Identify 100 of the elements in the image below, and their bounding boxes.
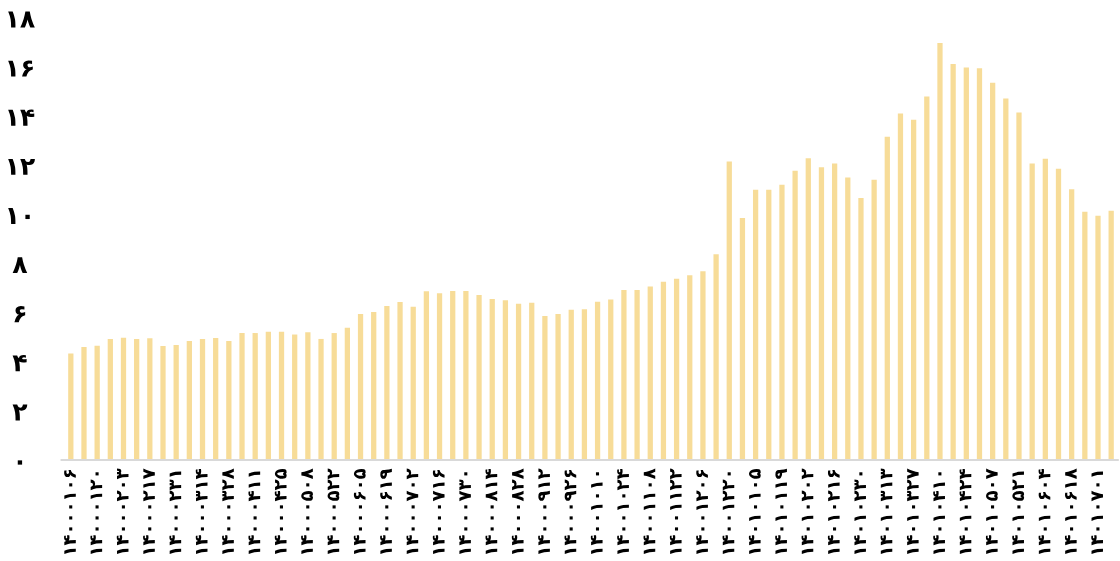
bar [700,271,706,461]
x-tick-label: ۱۴۰۱۰۶۰۴ [1038,469,1051,554]
bar [871,179,877,461]
x-tick-label: ۱۴۰۰۱۱۰۸ [643,468,656,554]
bar [621,290,627,461]
bar [81,347,87,461]
bar [107,338,113,461]
bar [186,340,192,461]
x-tick-label: ۱۴۰۰۰۳۲۸ [222,468,234,554]
bar [713,254,719,461]
bar [213,337,219,461]
y-tick-label: ۲ [12,404,28,421]
y-tick-label: ۴ [12,355,27,372]
bar [884,136,890,461]
bar [147,338,153,461]
x-tick-label: ۱۴۰۱۰۴۲۴ [959,469,972,554]
bar [924,96,930,461]
bar [858,197,864,461]
bar [410,306,416,461]
bar [371,311,377,461]
x-tick-label: ۱۴۰۱۰۵۲۱ [1012,471,1025,554]
x-tick-label: ۱۴۰۱۰۱۱۹ [775,468,787,554]
x-tick-label: ۱۴۰۰۱۲۲۰ [722,472,735,554]
bar [673,278,680,461]
x-tick-label: ۱۴۰۰۰۵۰۸ [301,468,313,554]
x-tick-label: ۱۴۰۰۰۷۱۶ [432,470,445,554]
bar [766,189,772,461]
bar [397,302,403,461]
bar [357,313,364,461]
y-tick-label: ۸ [12,257,28,274]
x-tick-label: ۱۴۰۰۰۸۲۸ [511,468,524,554]
bar [608,299,614,461]
bar [331,333,337,461]
bar [963,67,969,461]
bar [450,291,456,461]
x-tick-label: ۱۴۰۰۰۹۲۶ [564,470,577,554]
x-tick-label: ۱۴۰۱۰۶۱۸ [1064,468,1077,554]
bar [1055,168,1062,461]
bar [160,346,166,461]
bar [897,113,904,461]
x-tick-label: ۱۴۰۱۰۴۱۰ [933,472,945,554]
bar [120,337,127,461]
bar [252,333,258,461]
bar [423,291,430,461]
x-tick-label: ۱۴۰۰۰۲۱۷ [143,468,155,554]
x-tick-label: ۱۴۰۰۰۸۱۴ [485,469,498,554]
bar [726,161,732,461]
x-tick-label: ۱۴۰۱۰۲۰۲ [801,468,814,554]
bar [634,290,640,461]
bar [818,167,825,461]
x-tick-label: ۱۴۰۰۰۷۰۲ [406,468,419,554]
x-tick-label: ۱۴۰۱۰۲۳۰ [854,472,866,554]
y-tick-label: ۱۸ [8,11,35,28]
x-tick-label: ۱۴۰۱۰۱۰۵ [748,468,761,554]
x-tick-label: ۱۴۰۱۰۲۱۶ [827,470,840,554]
x-tick-label: ۱۴۰۰۱۲۰۶ [696,470,708,554]
x-tick-label: ۱۴۰۰۱۱۲۲ [669,468,682,554]
bar [1003,98,1009,461]
x-tick-label: ۱۴۰۰۰۲۰۳ [116,468,129,554]
y-tick-label: ۶ [14,306,26,323]
bar [594,301,601,461]
bar [94,345,100,461]
x-tick-label: ۱۴۰۰۱۰۱۰ [590,472,603,554]
bar [292,334,298,461]
bar [344,327,350,461]
x-tick-label: ۱۴۰۰۰۹۱۲ [538,468,550,554]
bar [318,338,324,461]
bar [1082,211,1088,461]
x-tick-label: ۱۴۰۰۰۱۰۶ [64,470,76,554]
bar [937,43,943,461]
bar [134,338,140,461]
bar [647,286,653,461]
y-tick-label: ۱۴ [8,109,35,126]
y-tick-label: ۱۰ [8,208,30,224]
bar [173,345,179,461]
bar [489,298,495,461]
x-tick-label: ۱۴۰۰۰۳۱۴ [195,469,208,554]
x-tick-label: ۱۴۰۱۰۳۲۷ [906,468,919,554]
bar [265,331,271,461]
x-tick-label: ۱۴۰۰۰۴۱۱ [248,471,261,554]
x-tick-label: ۱۴۰۰۱۰۲۴ [617,469,629,554]
bar [911,119,917,461]
bar [436,293,443,461]
y-tick-label: ۱۶ [8,60,33,77]
bar [226,340,232,461]
y-tick-label: ۱۲ [8,158,35,175]
bar [739,218,746,461]
bar [529,302,535,461]
x-tick-label: ۱۴۰۰۰۵۲۲ [327,468,340,554]
bar [805,158,811,461]
bar [1069,189,1075,461]
bar [199,338,206,461]
x-tick-label: ۱۴۰۱۰۷۰۱ [1091,471,1103,554]
bar [660,281,667,461]
bar [1108,210,1114,461]
bar [384,306,390,461]
bar [990,82,996,461]
y-tick-label: ۰ [17,460,23,465]
bar [555,313,561,461]
bar [463,291,469,461]
